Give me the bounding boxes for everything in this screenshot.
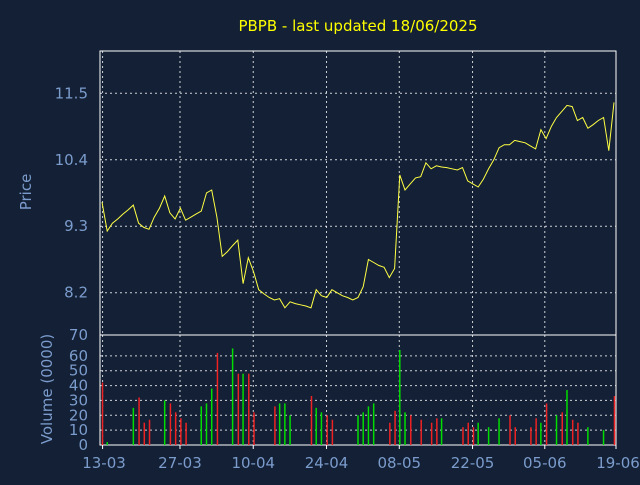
x-tick-label: 13-03 (82, 454, 126, 472)
x-tick-label: 05-06 (523, 454, 567, 472)
x-tick-label: 10-04 (231, 454, 275, 472)
x-axis: 13-03 27-03 10-04 24-04 08-05 22-05 05-06 19-06 (82, 445, 640, 472)
volume-axis-label: Volume (0000) (38, 334, 56, 444)
volume-tick-label: 50 (69, 362, 88, 380)
volume-tick-label: 60 (69, 347, 88, 365)
x-tick-label: 24-04 (305, 454, 349, 472)
chart-title: PBPB - last updated 18/06/2025 (238, 17, 477, 35)
x-tick-label: 27-03 (158, 454, 202, 472)
price-plot-frame (99, 50, 617, 336)
price-series-line (101, 102, 615, 309)
price-panel: 8.2 9.3 10.4 11.5 (55, 50, 617, 336)
price-tick-label: 9.3 (64, 217, 88, 235)
volume-tick-label: 20 (69, 406, 88, 424)
x-tick-label: 08-05 (377, 454, 421, 472)
volume-tick-label: 0 (78, 436, 88, 454)
volume-tick-label: 10 (69, 421, 88, 439)
volume-tick-label: 70 (69, 326, 88, 344)
price-axis-label: Price (17, 174, 35, 211)
volume-tick-label: 30 (69, 391, 88, 409)
x-tick-label: 19-06 (596, 454, 640, 472)
x-tick-label: 22-05 (451, 454, 495, 472)
price-tick-label: 8.2 (64, 284, 88, 302)
volume-tick-label: 40 (69, 377, 88, 395)
price-tick-label: 10.4 (55, 151, 88, 169)
price-tick-label: 11.5 (55, 84, 88, 102)
